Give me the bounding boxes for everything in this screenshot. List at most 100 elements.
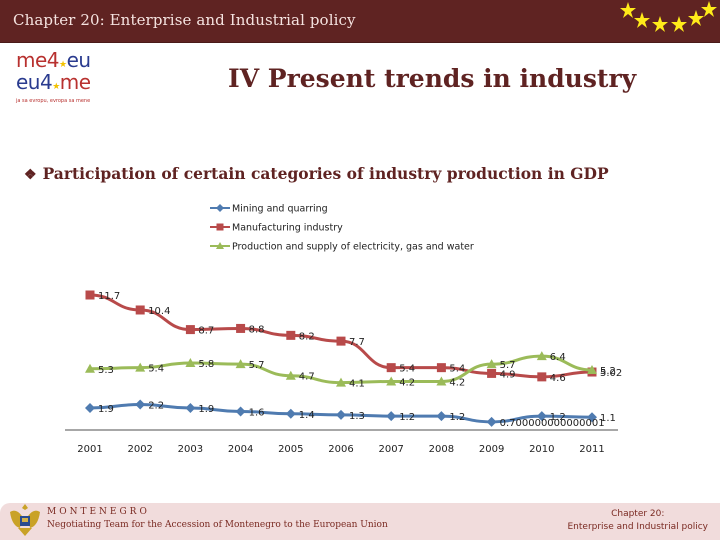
- page-title: IV Present trends in industry: [228, 64, 637, 93]
- chart-legend: Mining and quarring Manufacturing industr…: [210, 204, 474, 253]
- legend-item: Mining and quarring: [210, 204, 328, 215]
- legend-label: Mining and quarring: [232, 204, 328, 215]
- star-icon: [620, 2, 636, 18]
- triangle-marker: [436, 376, 447, 386]
- chart-series: [85, 290, 597, 427]
- square-marker: [537, 372, 547, 382]
- logo-me4: me4: [16, 48, 60, 72]
- data-label: 5.7: [500, 360, 516, 371]
- data-label: 8.8: [249, 324, 265, 335]
- triangle-marker: [486, 359, 497, 369]
- diamond-marker: [235, 406, 246, 417]
- series-diamond: [85, 399, 597, 427]
- star-icon: [652, 16, 668, 32]
- data-label: 5.8: [198, 359, 214, 370]
- triangle-marker: [235, 359, 246, 369]
- header-bar: Chapter 20: Enterprise and Industrial po…: [0, 0, 720, 43]
- square-marker: [386, 363, 396, 373]
- data-label: 6.4: [550, 352, 566, 363]
- data-label: 5.02: [600, 368, 622, 379]
- me4eu-logo: me4★eu eu4★me ja sa evropu, evropa sa me…: [16, 50, 112, 104]
- data-label: 5.3: [98, 365, 114, 376]
- data-label: 4.9: [500, 369, 516, 380]
- data-label: 1.9: [98, 404, 114, 415]
- triangle-marker: [536, 351, 547, 361]
- data-label: 1.1: [600, 413, 616, 424]
- square-marker: [85, 290, 95, 300]
- triangle-marker: [587, 364, 597, 374]
- data-label: 1.3: [349, 411, 365, 422]
- chart-data-labels: 1.9 2.2 1.9 1.6 1.4 1.3 1.2 1.20.70000000000000…: [98, 291, 622, 429]
- square-marker: [336, 336, 346, 346]
- star-icon: [701, 1, 717, 17]
- legend-label: Manufacturing industry: [232, 223, 343, 234]
- diamond-bullet-icon: ❖: [24, 167, 37, 183]
- footer-chapter-line1: Chapter 20:: [611, 509, 665, 519]
- data-label: 1.9: [198, 404, 214, 415]
- data-label: 4.2: [449, 377, 465, 388]
- data-label: 8.2: [299, 331, 315, 342]
- diamond-marker: [216, 204, 224, 212]
- triangle-marker: [386, 376, 397, 386]
- data-label: 5.4: [449, 364, 465, 375]
- diamond-marker: [486, 416, 497, 427]
- x-tick-label: 2007: [378, 444, 403, 455]
- data-label: 1.2: [550, 412, 566, 423]
- logo-tagline: ja sa evropu, evropa sa mene: [16, 98, 91, 104]
- triangle-marker: [285, 370, 296, 380]
- diamond-marker: [386, 411, 397, 422]
- diamond-marker: [336, 409, 346, 420]
- star-icon: [634, 12, 650, 28]
- footer-bar: [0, 503, 720, 540]
- data-label: 5.7: [249, 360, 265, 371]
- x-tick-label: 2009: [479, 444, 504, 455]
- subtitle-text: Participation of certain categories of i…: [42, 164, 609, 183]
- data-label: 4.6: [550, 373, 566, 384]
- diamond-marker: [85, 403, 95, 413]
- data-label: 5.4: [148, 364, 164, 375]
- triangle-marker: [336, 377, 346, 387]
- diamond-marker: [285, 408, 296, 419]
- x-tick-label: 2010: [529, 444, 554, 455]
- data-label: 0.700000000000001: [500, 418, 605, 429]
- montenegro-crest-icon: [10, 504, 40, 536]
- star-icon: [671, 16, 687, 32]
- star-icon: [688, 10, 704, 26]
- diamond-marker: [587, 412, 597, 423]
- data-label: 11.7: [98, 291, 120, 302]
- square-marker: [487, 368, 497, 378]
- data-label: 8.7: [198, 326, 214, 337]
- footer-chapter: Chapter 20: Enterprise and Industrial po…: [567, 508, 708, 534]
- square-marker: [436, 363, 446, 373]
- triangle-marker: [216, 242, 224, 249]
- data-label: 4.1: [349, 379, 365, 390]
- section-subtitle: ❖ Participation of certain categories of …: [24, 164, 609, 183]
- legend-item: Manufacturing industry: [210, 223, 343, 234]
- data-label: 7.7: [349, 337, 365, 348]
- square-marker: [236, 323, 246, 333]
- logo-star-icon: ★: [52, 82, 60, 92]
- data-label: 5.4: [399, 364, 415, 375]
- square-marker: [135, 305, 145, 315]
- footer-chapter-line2: Enterprise and Industrial policy: [567, 522, 708, 532]
- data-label: 1.2: [399, 412, 415, 423]
- data-label: 4.2: [399, 377, 415, 388]
- diamond-marker: [436, 411, 447, 422]
- series-triangle: [85, 351, 597, 387]
- legend-label: Production and supply of electricity, ga…: [232, 242, 474, 253]
- x-tick-label: 2008: [429, 444, 454, 455]
- triangle-marker: [185, 358, 196, 368]
- diamond-marker: [135, 399, 146, 410]
- diamond-marker: [185, 403, 196, 413]
- footer-team: Negotiating Team for the Accession of Mo…: [47, 520, 388, 530]
- square-marker: [286, 330, 296, 340]
- x-tick-labels: 2001 2002 2003 2004 2005 2006 2007 2008 2009 2010…: [77, 444, 604, 455]
- data-label: 1.2: [449, 412, 465, 423]
- eu-stars-icon: [620, 1, 717, 32]
- x-tick-label: 2001: [77, 444, 102, 455]
- legend-item: Production and supply of electricity, ga…: [210, 242, 474, 253]
- footer-country: MONTENEGRO: [47, 507, 150, 517]
- logo-eu: eu: [66, 48, 91, 72]
- triangle-marker: [135, 362, 146, 372]
- data-label: 4.7: [299, 372, 315, 383]
